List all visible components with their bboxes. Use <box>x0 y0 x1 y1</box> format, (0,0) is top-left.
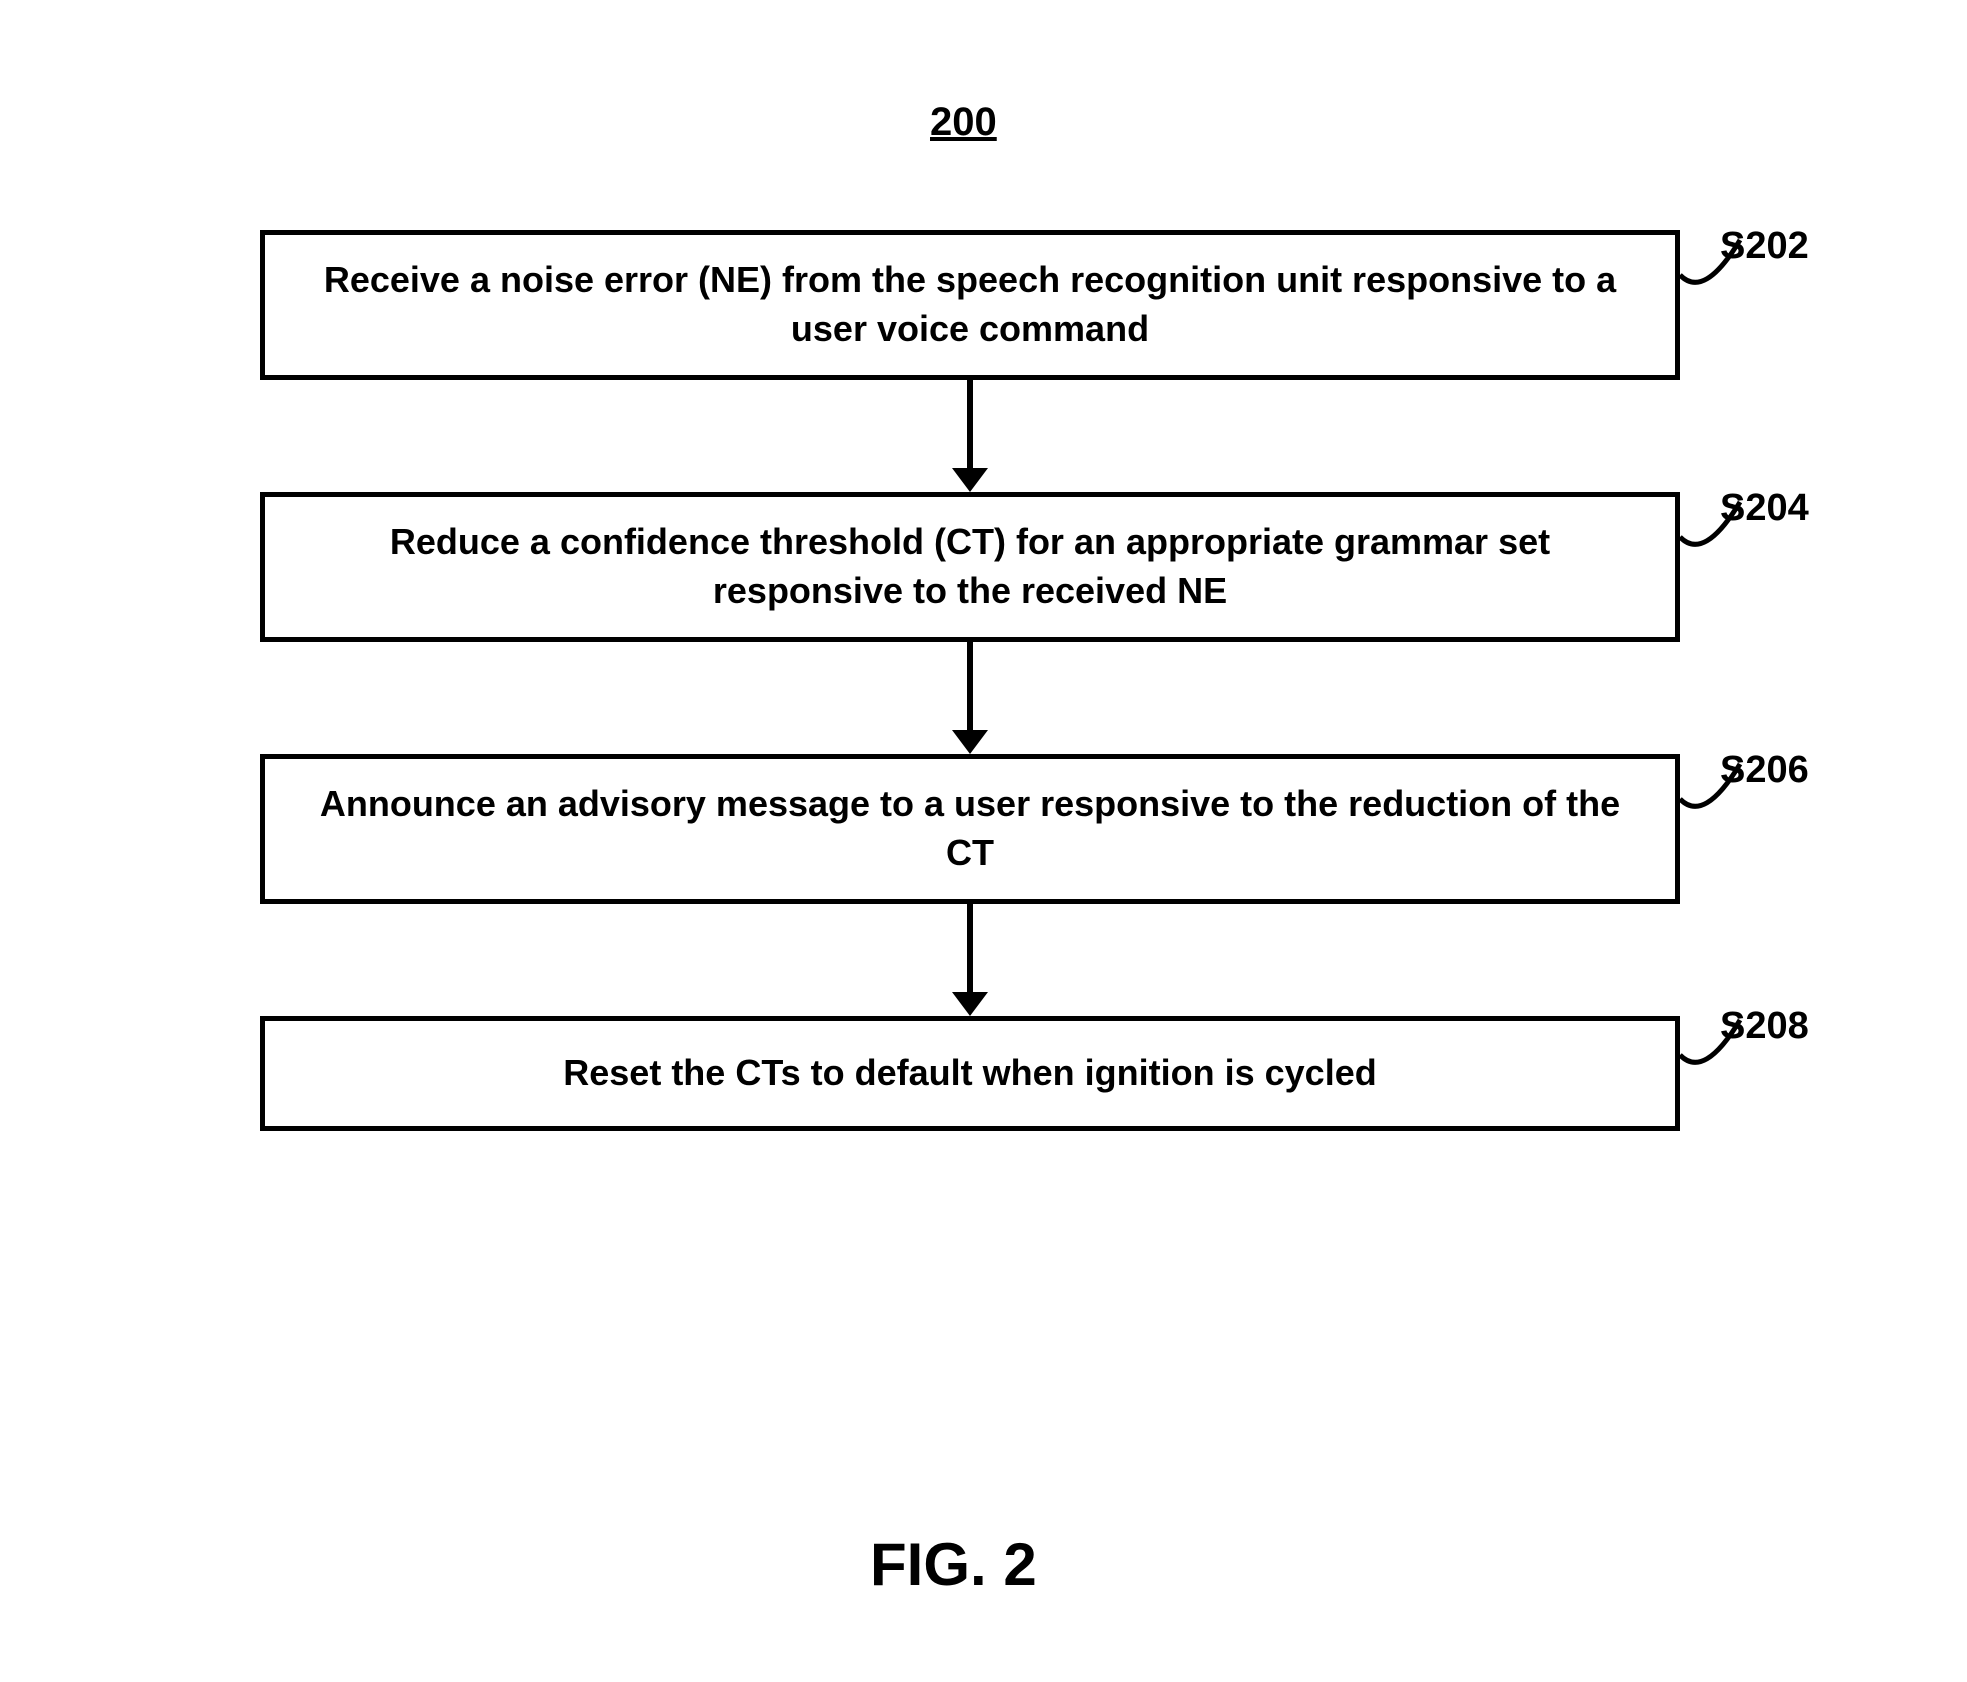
step-box-s202: Receive a noise error (NE) from the spee… <box>260 230 1680 380</box>
arrow-s206-s208 <box>952 904 988 1016</box>
arrow-s204-s206 <box>952 642 988 754</box>
step-box-s208: Reset the CTs to default when ignition i… <box>260 1016 1680 1131</box>
step-text: Receive a noise error (NE) from the spee… <box>305 256 1635 353</box>
figure-caption: FIG. 2 <box>870 1530 1037 1599</box>
flowchart-canvas: 200 Receive a noise error (NE) from the … <box>0 0 1967 1682</box>
diagram-title: 200 <box>930 100 997 145</box>
step-text: Announce an advisory message to a user r… <box>305 780 1635 877</box>
callout-s202 <box>1670 230 1750 305</box>
step-text: Reset the CTs to default when ignition i… <box>563 1049 1376 1098</box>
step-text: Reduce a confidence threshold (CT) for a… <box>305 518 1635 615</box>
step-box-s206: Announce an advisory message to a user r… <box>260 754 1680 904</box>
callout-s204 <box>1670 492 1750 567</box>
callout-s208 <box>1670 1010 1750 1085</box>
step-box-s204: Reduce a confidence threshold (CT) for a… <box>260 492 1680 642</box>
arrow-s202-s204 <box>952 380 988 492</box>
callout-s206 <box>1670 754 1750 829</box>
